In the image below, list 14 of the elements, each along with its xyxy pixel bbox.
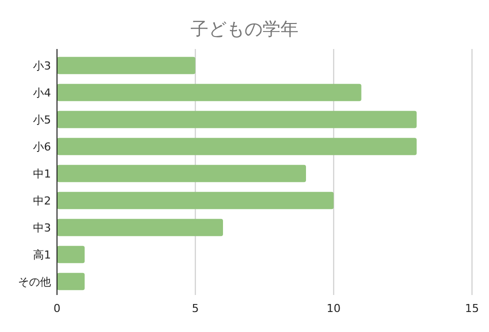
x-tick-label: 10 <box>326 302 341 315</box>
y-tick-label: 小6 <box>33 140 51 154</box>
y-tick-label: 中2 <box>33 194 51 208</box>
y-tick-label: 小5 <box>33 114 51 126</box>
y-tick-label: その他 <box>18 276 51 288</box>
y-tick-label: 小3 <box>33 60 51 72</box>
title: 子どもの学年 <box>190 19 298 40</box>
x-tick-label: 5 <box>192 302 199 315</box>
y-tick-label: 中3 <box>33 222 51 234</box>
y-tick-label: 高1 <box>33 248 51 262</box>
y-tick-label: 中1 <box>33 168 51 180</box>
x-tick-label: 0 <box>54 302 60 315</box>
x-tick-label: 15 <box>465 302 479 315</box>
y-tick-label: 小4 <box>33 86 51 100</box>
